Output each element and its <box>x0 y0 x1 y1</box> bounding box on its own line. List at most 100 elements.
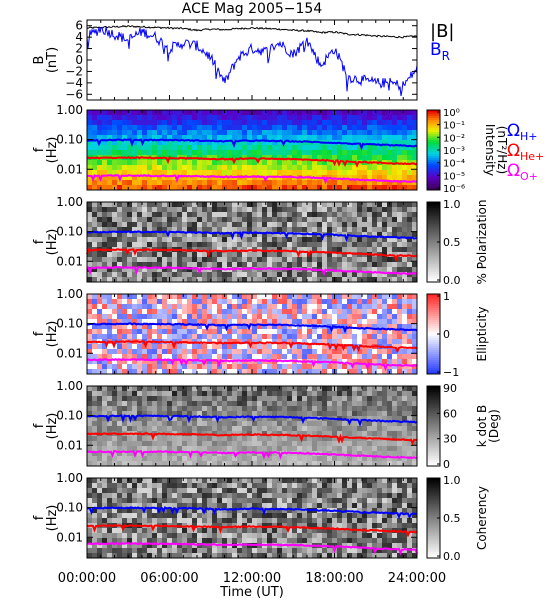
colorbar-step <box>427 348 440 351</box>
heatmap-cell <box>177 140 183 146</box>
heatmap-cell <box>262 334 268 340</box>
heatmap-cell <box>92 150 98 156</box>
heatmap-cell <box>402 446 408 452</box>
heatmap-cell <box>252 436 258 442</box>
heatmap-cell <box>172 478 178 484</box>
heatmap-cell <box>162 294 168 300</box>
heatmap-cell <box>197 421 203 427</box>
heatmap-cell <box>282 160 288 166</box>
heatmap-cell <box>267 222 273 228</box>
heatmap-cell <box>282 461 288 467</box>
heatmap-cell <box>237 222 243 228</box>
heatmap-cell <box>242 401 248 407</box>
heatmap-cell <box>262 359 268 365</box>
heatmap-cell <box>382 334 388 340</box>
heatmap-cell <box>127 267 133 273</box>
heatmap-cell <box>337 130 343 136</box>
heatmap-cell <box>122 344 128 350</box>
heatmap-cell <box>262 185 268 191</box>
heatmap-cell <box>137 461 143 467</box>
heatmap-cell <box>97 369 103 375</box>
heatmap-cell <box>152 319 158 325</box>
heatmap-cell <box>347 334 353 340</box>
heatmap-cell <box>107 319 113 325</box>
heatmap-cell <box>152 207 158 213</box>
heatmap-cell <box>272 277 278 283</box>
colorbar-step <box>427 396 440 399</box>
heatmap-cell <box>302 257 308 263</box>
heatmap-cell <box>167 391 173 397</box>
heatmap-cell <box>257 354 263 360</box>
heatmap-cell <box>297 304 303 310</box>
heatmap-cell <box>127 130 133 136</box>
intensity-yunit: (Hz) <box>45 137 60 164</box>
heatmap-cell <box>187 242 193 248</box>
heatmap-cell <box>337 386 343 392</box>
heatmap-cell <box>362 451 368 457</box>
heatmap-cell <box>182 272 188 278</box>
heatmap-cell <box>267 396 273 402</box>
heatmap-cell <box>102 212 108 218</box>
heatmap-cell <box>112 456 118 462</box>
heatmap-cell <box>262 212 268 218</box>
heatmap-cell <box>397 267 403 273</box>
heatmap-cell <box>132 120 138 126</box>
heatmap-cell <box>207 396 213 402</box>
heatmap-cell <box>192 354 198 360</box>
heatmap-cell <box>272 185 278 191</box>
heatmap-cell <box>337 120 343 126</box>
heatmap-cell <box>367 155 373 161</box>
heatmap-cell <box>337 319 343 325</box>
heatmap-cell <box>402 314 408 320</box>
heatmap-cell <box>352 386 358 392</box>
heatmap-cell <box>112 160 118 166</box>
heatmap-cell <box>207 324 213 330</box>
heatmap-cell <box>362 140 368 146</box>
heatmap-cell <box>232 120 238 126</box>
heatmap-cell <box>397 324 403 330</box>
heatmap-cell <box>137 110 143 116</box>
heatmap-cell <box>162 110 168 116</box>
heatmap-cell <box>362 217 368 223</box>
heatmap-cell <box>202 344 208 350</box>
heatmap-cell <box>302 185 308 191</box>
heatmap-cell <box>97 150 103 156</box>
heatmap-cell <box>342 120 348 126</box>
heatmap-cell <box>342 227 348 233</box>
heatmap-cell <box>282 227 288 233</box>
series-line-b-radial <box>86 26 418 96</box>
heatmap-cell <box>252 344 258 350</box>
heatmap-cell <box>347 411 353 417</box>
heatmap-cell <box>397 140 403 146</box>
heatmap-cell <box>347 170 353 176</box>
heatmap-cell <box>212 135 218 141</box>
heatmap-cell <box>267 431 273 437</box>
heatmap-cell <box>367 175 373 181</box>
heatmap-cell <box>342 185 348 191</box>
colorbar-step <box>427 452 440 455</box>
heatmap-cell <box>212 451 218 457</box>
heatmap-cell <box>137 411 143 417</box>
colorbar-step <box>427 280 440 283</box>
heatmap-cell <box>152 175 158 181</box>
heatmap-cell <box>162 446 168 452</box>
heatmap-cell <box>192 329 198 335</box>
heatmap-cell <box>257 426 263 432</box>
heatmap-cell <box>97 294 103 300</box>
heatmap-cell <box>122 217 128 223</box>
heatmap-cell <box>232 130 238 136</box>
heatmap-cell <box>102 232 108 238</box>
heatmap-cell <box>87 150 93 156</box>
heatmap-cell <box>257 349 263 355</box>
heatmap-cell <box>87 411 93 417</box>
heatmap-cell <box>262 478 268 484</box>
heatmap-cell <box>322 478 328 484</box>
heatmap-cell <box>407 451 413 457</box>
heatmap-cell <box>207 115 213 121</box>
heatmap-cell <box>242 267 248 273</box>
heatmap-cell <box>312 222 318 228</box>
heatmap-cell <box>97 488 103 494</box>
heatmap-cell <box>132 180 138 186</box>
heatmap-cell <box>377 309 383 315</box>
heatmap-cell <box>232 386 238 392</box>
